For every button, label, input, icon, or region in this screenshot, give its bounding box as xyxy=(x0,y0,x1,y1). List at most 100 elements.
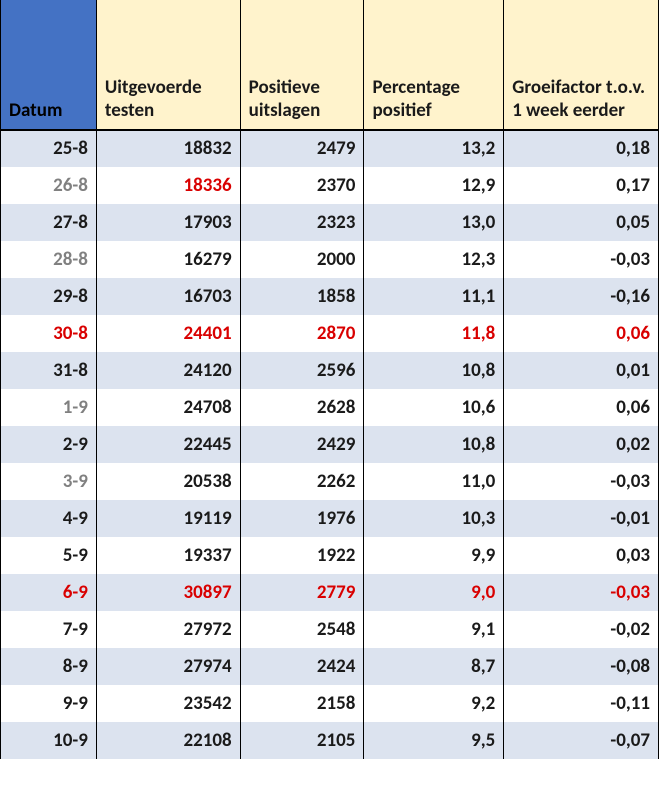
cell: -0,01 xyxy=(504,500,659,537)
cell: 2323 xyxy=(240,204,364,241)
table-header: Datum Uitgevoerde testen Positieve uitsl… xyxy=(1,0,659,130)
cell: 2779 xyxy=(240,574,364,611)
cell: 8-9 xyxy=(1,648,97,685)
cell: -0,07 xyxy=(504,722,659,759)
cell: 13,2 xyxy=(364,130,504,167)
cell: 0,17 xyxy=(504,167,659,204)
cell: 25-8 xyxy=(1,130,97,167)
table-row: 28-816279200012,3-0,03 xyxy=(1,241,659,278)
cell: 2596 xyxy=(240,352,364,389)
cell: 11,1 xyxy=(364,278,504,315)
cell: 2-9 xyxy=(1,426,97,463)
cell: 16703 xyxy=(96,278,240,315)
cell: 27-8 xyxy=(1,204,97,241)
cell: 10-9 xyxy=(1,722,97,759)
cell: 0,05 xyxy=(504,204,659,241)
cell: 2370 xyxy=(240,167,364,204)
cell: 10,6 xyxy=(364,389,504,426)
cell: 2479 xyxy=(240,130,364,167)
cell: 2000 xyxy=(240,241,364,278)
cell: 12,3 xyxy=(364,241,504,278)
table-row: 27-817903232313,00,05 xyxy=(1,204,659,241)
cell: 18336 xyxy=(96,167,240,204)
table-row: 1-924708262810,60,06 xyxy=(1,389,659,426)
cell: 10,3 xyxy=(364,500,504,537)
cell: 2424 xyxy=(240,648,364,685)
cell: 2870 xyxy=(240,315,364,352)
cell: 0,18 xyxy=(504,130,659,167)
cell: 1858 xyxy=(240,278,364,315)
cell: 30-8 xyxy=(1,315,97,352)
cell: 9,9 xyxy=(364,537,504,574)
cell: -0,16 xyxy=(504,278,659,315)
col-header-groeifactor: Groeifactor t.o.v. 1 week eerder xyxy=(504,0,659,130)
cell: 18832 xyxy=(96,130,240,167)
cell: 2429 xyxy=(240,426,364,463)
table-row: 29-816703185811,1-0,16 xyxy=(1,278,659,315)
cell: 10,8 xyxy=(364,352,504,389)
table-row: 3-920538226211,0-0,03 xyxy=(1,463,659,500)
cell: 2105 xyxy=(240,722,364,759)
table-row: 6-93089727799,0-0,03 xyxy=(1,574,659,611)
cell: 20538 xyxy=(96,463,240,500)
cell: 23542 xyxy=(96,685,240,722)
cell: 0,03 xyxy=(504,537,659,574)
cell: 5-9 xyxy=(1,537,97,574)
cell: 8,7 xyxy=(364,648,504,685)
cell: 31-8 xyxy=(1,352,97,389)
cell: 22108 xyxy=(96,722,240,759)
cell: 19337 xyxy=(96,537,240,574)
table-row: 9-92354221589,2-0,11 xyxy=(1,685,659,722)
cell: 0,01 xyxy=(504,352,659,389)
cell: 9,2 xyxy=(364,685,504,722)
cell: -0,03 xyxy=(504,463,659,500)
table-row: 7-92797225489,1-0,02 xyxy=(1,611,659,648)
cell: 12,9 xyxy=(364,167,504,204)
table-row: 8-92797424248,7-0,08 xyxy=(1,648,659,685)
cell: 0,06 xyxy=(504,389,659,426)
data-table: Datum Uitgevoerde testen Positieve uitsl… xyxy=(0,0,659,759)
col-header-percentage: Percentage positief xyxy=(364,0,504,130)
cell: 1922 xyxy=(240,537,364,574)
table-row: 4-919119197610,3-0,01 xyxy=(1,500,659,537)
cell: -0,03 xyxy=(504,241,659,278)
cell: -0,08 xyxy=(504,648,659,685)
cell: 11,8 xyxy=(364,315,504,352)
cell: 19119 xyxy=(96,500,240,537)
cell: 24120 xyxy=(96,352,240,389)
cell: 10,8 xyxy=(364,426,504,463)
cell: 0,06 xyxy=(504,315,659,352)
cell: 9,1 xyxy=(364,611,504,648)
cell: 11,0 xyxy=(364,463,504,500)
cell: 13,0 xyxy=(364,204,504,241)
table-row: 10-92210821059,5-0,07 xyxy=(1,722,659,759)
cell: 9,0 xyxy=(364,574,504,611)
cell: 27972 xyxy=(96,611,240,648)
table-row: 5-91933719229,90,03 xyxy=(1,537,659,574)
cell: 6-9 xyxy=(1,574,97,611)
cell: 22445 xyxy=(96,426,240,463)
cell: 4-9 xyxy=(1,500,97,537)
col-header-datum: Datum xyxy=(1,0,97,130)
cell: 1976 xyxy=(240,500,364,537)
cell: -0,02 xyxy=(504,611,659,648)
table-row: 26-818336237012,90,17 xyxy=(1,167,659,204)
table-row: 25-818832247913,20,18 xyxy=(1,130,659,167)
cell: 2548 xyxy=(240,611,364,648)
cell: -0,11 xyxy=(504,685,659,722)
table-body: 25-818832247913,20,1826-818336237012,90,… xyxy=(1,130,659,759)
cell: 17903 xyxy=(96,204,240,241)
col-header-testen: Uitgevoerde testen xyxy=(96,0,240,130)
cell: 24708 xyxy=(96,389,240,426)
cell: 16279 xyxy=(96,241,240,278)
cell: 9,5 xyxy=(364,722,504,759)
cell: 3-9 xyxy=(1,463,97,500)
cell: -0,03 xyxy=(504,574,659,611)
cell: 2262 xyxy=(240,463,364,500)
table-row: 30-824401287011,80,06 xyxy=(1,315,659,352)
table-row: 2-922445242910,80,02 xyxy=(1,426,659,463)
cell: 27974 xyxy=(96,648,240,685)
cell: 24401 xyxy=(96,315,240,352)
cell: 7-9 xyxy=(1,611,97,648)
cell: 26-8 xyxy=(1,167,97,204)
